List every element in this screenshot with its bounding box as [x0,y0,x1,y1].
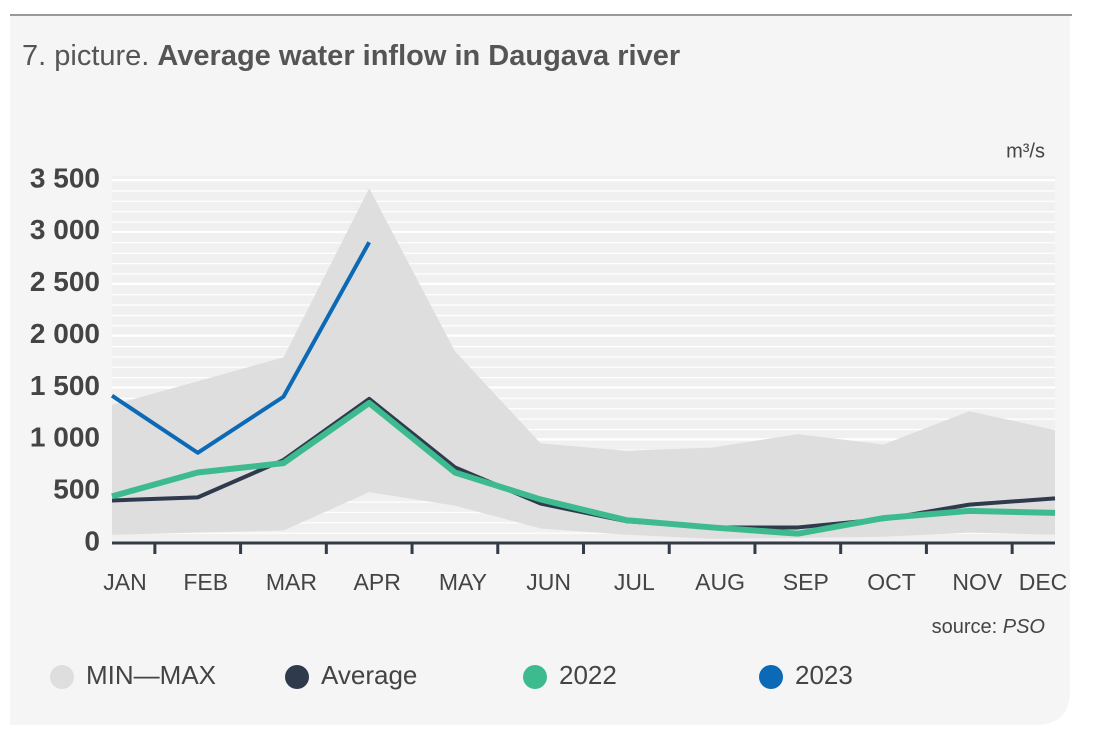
y-tick-label: 3 500 [30,162,100,193]
x-tick-label: FEB [183,569,228,595]
y-tick-label: 500 [53,474,100,505]
x-tick-label: JAN [103,569,146,595]
data [110,188,1056,539]
x-tick-label: SEP [783,569,829,595]
x-tick-label: NOV [952,569,1003,595]
x-tick-label: MAY [439,569,487,595]
y-tick-label: 3 000 [30,214,100,245]
line [111,399,1056,537]
min-max-band [112,188,1055,539]
legend-label: 2023 [795,660,853,690]
y-tick-label: 1 500 [30,370,100,401]
x-tick-label: AUG [695,569,745,595]
figure-label: 7. picture. [22,40,149,72]
legend-label: 2022 [559,660,617,690]
x-tick-label: MAR [266,569,317,595]
legend-label: MIN—MAX [86,660,216,690]
x-tick-label: APR [354,569,401,595]
legend-swatch [285,665,309,689]
x-tick-label: DEC [1019,569,1068,595]
y-tick-label: 2 000 [30,318,100,349]
line [110,241,371,455]
y-tick-label: 0 [84,525,100,556]
y-tick-label: 1 000 [30,422,100,453]
title-main: Average water inflow in Daugava river [157,40,680,72]
legend-swatch [50,665,74,689]
legend-label: Average [321,660,417,690]
x-tick-label: JUN [526,569,571,595]
chart-title: 7. picture. Average water inflow in Daug… [22,40,680,72]
unit-label: m³/s [1006,140,1045,162]
x-tick-label: JUL [614,569,655,595]
source-name: PSO [1003,616,1045,638]
legend-swatch [523,665,547,689]
legend-swatch [759,665,783,689]
y-tick-label: 2 500 [30,266,100,297]
axis: 0 500 1 000 1 500 2 000 2 500 3 000 3 500 JAN FEB… [30,162,1067,689]
source-label: source: [932,616,998,638]
source: source: PSO [932,616,1045,638]
x-tick-label: OCT [867,569,916,595]
